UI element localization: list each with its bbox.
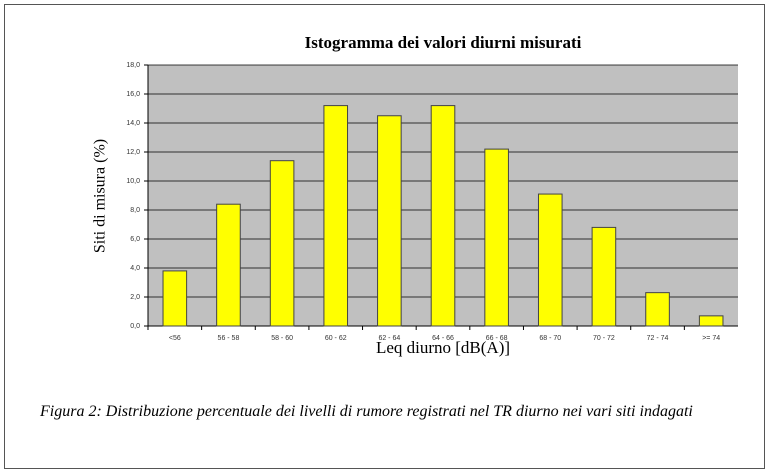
x-axis-label: Leq diurno [dB(A)]	[376, 338, 510, 357]
x-tick-label: 58 - 60	[271, 335, 293, 342]
y-tick-label: 0,0	[130, 323, 140, 330]
bar	[430, 105, 456, 327]
bar	[537, 193, 563, 327]
y-tick-label: 6,0	[130, 236, 140, 243]
bar	[484, 148, 509, 327]
x-tick-label: 72 - 74	[647, 335, 669, 342]
bar	[591, 226, 617, 327]
bar	[269, 160, 295, 327]
y-tick-label: 2,0	[130, 294, 140, 301]
x-tick-label: 64 - 66	[432, 335, 454, 342]
x-tick-label: >= 74	[702, 335, 720, 342]
x-tick-label: 68 - 70	[539, 335, 561, 342]
figure-frame	[4, 4, 765, 469]
y-tick-label: 16,0	[126, 91, 140, 98]
y-tick-label: 4,0	[130, 265, 140, 272]
bar	[698, 315, 724, 327]
bar	[323, 105, 349, 327]
x-tick-label: <56	[169, 335, 181, 342]
chart-title: Istogramma dei valori diurni misurati	[305, 33, 582, 52]
y-tick-label: 12,0	[126, 149, 140, 156]
y-axis-label: Siti di misura (%)	[92, 139, 109, 253]
y-tick-label: 8,0	[130, 207, 140, 214]
bar	[162, 270, 188, 327]
x-tick-label: 66 - 68	[486, 335, 508, 342]
x-tick-label: 60 - 62	[325, 335, 347, 342]
x-tick-label: 56 - 58	[218, 335, 240, 342]
y-tick-label: 10,0	[126, 178, 140, 185]
y-tick-label: 14,0	[126, 120, 140, 127]
x-tick-label: 70 - 72	[593, 335, 615, 342]
bar	[377, 115, 402, 327]
y-tick-label: 18,0	[126, 62, 140, 69]
x-tick-label: 62 - 64	[378, 335, 400, 342]
bar	[216, 203, 241, 327]
figure-caption: Figura 2: Distribuzione percentuale dei …	[40, 403, 693, 420]
bar	[645, 292, 670, 327]
